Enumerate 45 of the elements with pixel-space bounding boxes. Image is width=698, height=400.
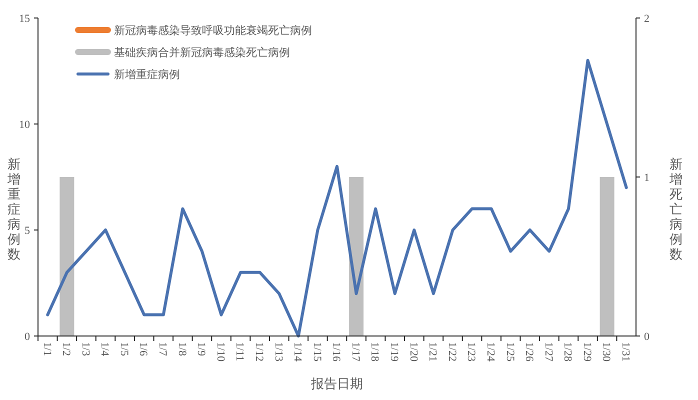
x-tick-label: 1/8	[176, 342, 188, 357]
x-tick-label: 1/1	[40, 342, 53, 356]
y2-tick-label: 1	[644, 172, 650, 184]
x-tick-label: 1/3	[79, 342, 92, 357]
x-tick-label: 1/31	[620, 342, 632, 362]
x-tick-label: 1/29	[580, 342, 593, 362]
x-tick-label: 1/27	[542, 342, 554, 362]
x-tick-label: 1/23	[465, 342, 478, 362]
x-tick-label: 1/19	[388, 342, 400, 362]
line-series	[46, 58, 628, 338]
x-tick-label: 1/10	[214, 342, 226, 362]
x-tick-label: 1/22	[446, 342, 458, 362]
x-tick-label: 1/15	[310, 342, 323, 362]
x-tick-label: 1/18	[368, 342, 381, 362]
x-tick-label: 1/7	[156, 342, 169, 357]
legend-label: 基础疾病合并新冠病毒感染死亡病例	[114, 46, 290, 59]
y2-axis-title: 新增死亡病例数	[668, 157, 682, 262]
x-tick-label: 1/9	[195, 342, 208, 357]
x-tick-label: 1/25	[504, 342, 516, 362]
y-axis-title: 新增重症病例数	[6, 157, 20, 262]
x-tick-label: 1/13	[272, 342, 284, 362]
x-tick-label: 1/21	[426, 342, 439, 362]
x-tick-label: 1/26	[523, 342, 536, 362]
x-tick-label: 1/6	[137, 342, 150, 357]
y-tick-label: 0	[24, 330, 30, 343]
legend-label: 新增重症病例	[114, 68, 180, 81]
x-tick-label: 1/20	[407, 342, 420, 362]
x-axis-title: 报告日期	[310, 377, 363, 392]
y2-tick-label: 0	[644, 330, 650, 343]
x-tick-label: 1/28	[562, 342, 574, 362]
x-tick-label: 1/11	[234, 342, 246, 362]
x-tick-label: 1/12	[252, 342, 265, 362]
legend-label: 新冠病毒感染导致呼吸功能衰竭死亡病例	[114, 24, 312, 37]
y-tick-label: 15	[19, 12, 30, 25]
x-tick-label: 1/24	[484, 342, 496, 362]
x-tick-label: 1/5	[118, 342, 130, 357]
y-tick-label: 10	[19, 118, 30, 131]
x-tick-label: 1/14	[292, 342, 304, 362]
x-tick-label: 1/17	[349, 342, 362, 362]
x-tick-label: 1/30	[600, 342, 612, 362]
x-tick-label: 1/16	[330, 342, 342, 362]
x-tick-label: 1/4	[98, 342, 111, 357]
y-tick-label: 5	[24, 224, 30, 237]
y2-tick-label: 2	[644, 12, 650, 25]
x-tick-label: 1/2	[60, 342, 72, 356]
